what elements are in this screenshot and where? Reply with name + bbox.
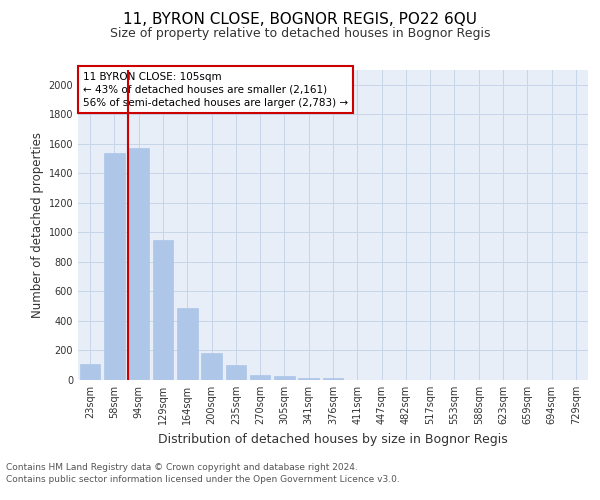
Text: 11 BYRON CLOSE: 105sqm
← 43% of detached houses are smaller (2,161)
56% of semi-: 11 BYRON CLOSE: 105sqm ← 43% of detached… (83, 72, 348, 108)
Bar (250, 375, 271, 380)
X-axis label: Distribution of detached houses by size in Bognor Regis: Distribution of detached houses by size … (158, 432, 508, 446)
Bar (152, 240, 173, 380)
Text: 11, BYRON CLOSE, BOGNOR REGIS, PO22 6QU: 11, BYRON CLOSE, BOGNOR REGIS, PO22 6QU (123, 12, 477, 28)
Text: Contains HM Land Registry data © Crown copyright and database right 2024.: Contains HM Land Registry data © Crown c… (6, 464, 358, 472)
Text: Contains public sector information licensed under the Open Government Licence v3: Contains public sector information licen… (6, 475, 400, 484)
Text: Size of property relative to detached houses in Bognor Regis: Size of property relative to detached ho… (110, 28, 490, 40)
Bar (323, 378, 343, 380)
Bar (226, 365, 246, 380)
Bar (274, 376, 295, 380)
Bar (104, 152, 125, 380)
Bar (80, 364, 100, 380)
Bar (177, 308, 197, 380)
Bar (298, 378, 319, 380)
Y-axis label: Number of detached properties: Number of detached properties (31, 132, 44, 318)
Bar (128, 148, 149, 380)
Bar (201, 352, 222, 380)
